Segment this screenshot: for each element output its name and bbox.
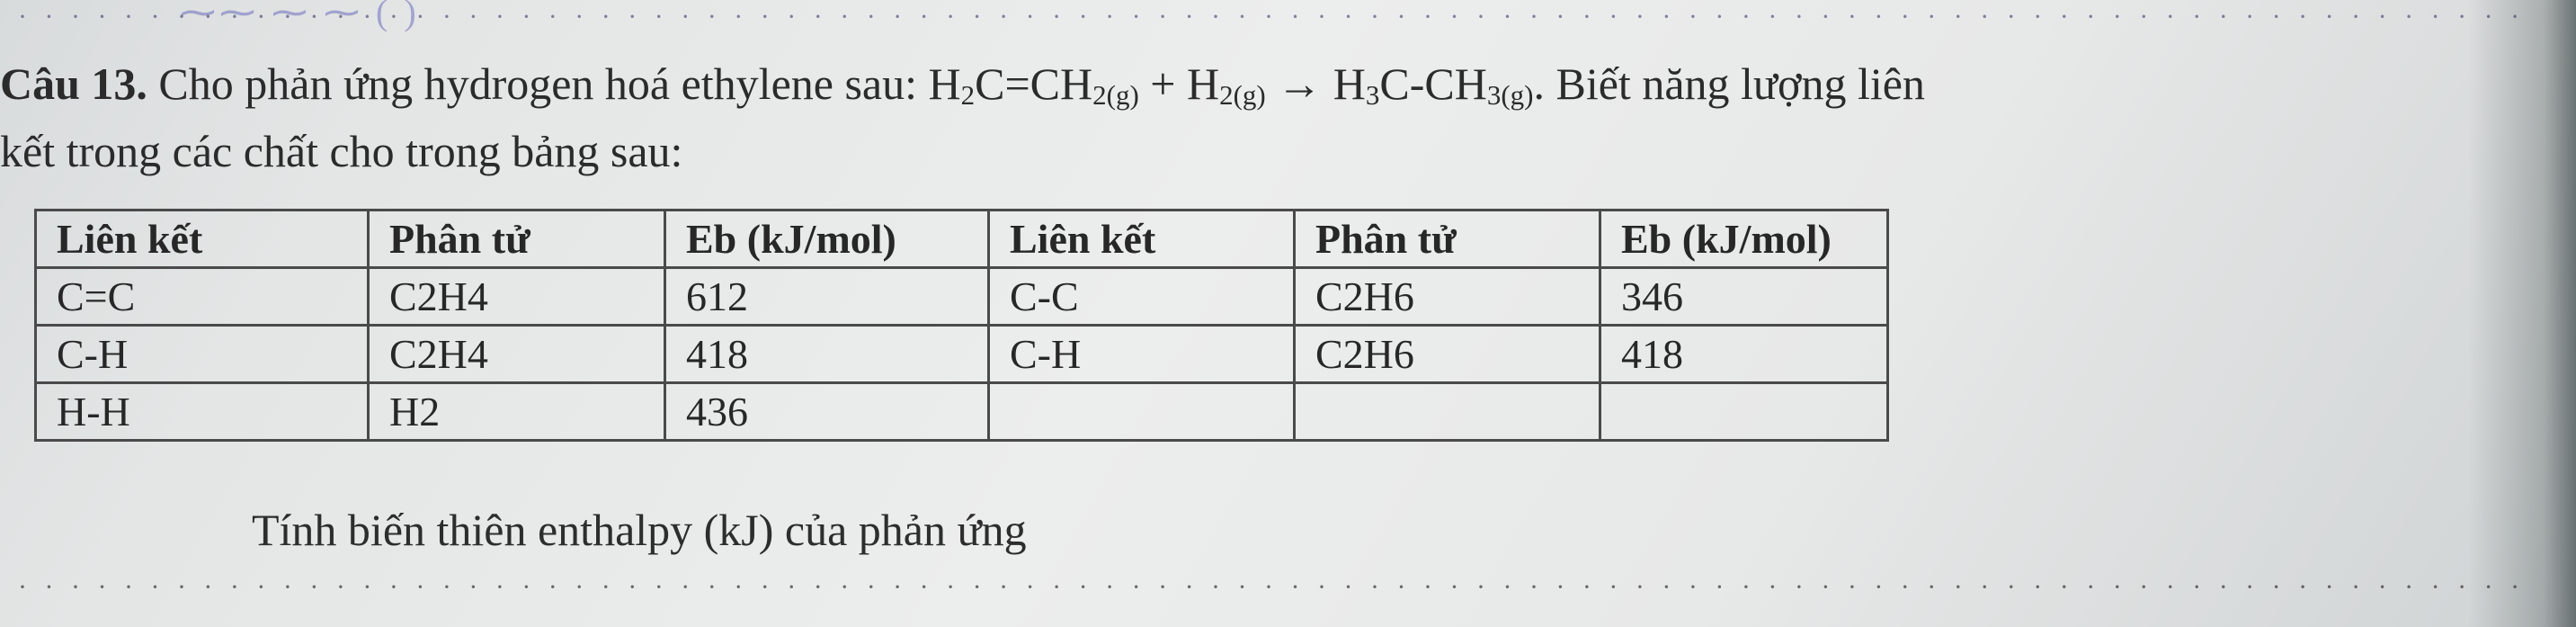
cell: 346 [1600, 268, 1888, 326]
table-header-row: Liên kết Phân tử Eb (kJ/mol) Liên kết Ph… [36, 210, 1888, 268]
cell: 418 [1600, 326, 1888, 383]
chem-sub: 2(g) [1219, 79, 1266, 111]
dotted-rule-bottom: · · · · · · · · · · · · · · · · · · · · … [18, 572, 2540, 603]
cell [1295, 383, 1600, 441]
cell: H-H [36, 383, 369, 441]
chem-rhs-mid: C-CH [1379, 58, 1486, 109]
cell [1600, 383, 1888, 441]
cell: C2H4 [369, 326, 665, 383]
chem-h: H [929, 58, 961, 109]
chem-sub: 2(g) [1092, 79, 1139, 111]
table-row: C=C C2H4 612 C-C C2H6 346 [36, 268, 1888, 326]
q-tail: . Biết năng lượng liên [1534, 58, 1925, 109]
chem-rhs-h: H [1333, 58, 1366, 109]
cell: 612 [665, 268, 989, 326]
question-label: Câu 13. [0, 58, 147, 109]
col-header: Liên kết [989, 210, 1295, 268]
chem-sub: 3(g) [1487, 79, 1534, 111]
cell: C2H6 [1295, 268, 1600, 326]
calc-instruction: Tính biến thiên enthalpy (kJ) của phản ứ… [252, 504, 1027, 556]
q-prefix: Cho phản ứng hydrogen hoá ethylene sau: [147, 58, 929, 109]
col-header: Phân tử [369, 210, 665, 268]
cell: 436 [665, 383, 989, 441]
table-row: H-H H2 436 [36, 383, 1888, 441]
chem-cch: C=CH [975, 58, 1092, 109]
cell: C=C [36, 268, 369, 326]
col-header: Liên kết [36, 210, 369, 268]
chem-arrow: → [1266, 58, 1333, 109]
chem-plus: + H [1139, 58, 1219, 109]
cell: C2H6 [1295, 326, 1600, 383]
cell: 418 [665, 326, 989, 383]
chem-sub: 2 [961, 79, 976, 111]
question-line-1: Cho phản ứng hydrogen hoá ethylene sau: … [147, 58, 1925, 109]
handwriting-scribble: ⁓⁓ ⁓ ⁓ ( ) [180, 0, 420, 33]
question-text: Câu 13. Cho phản ứng hydrogen hoá ethyle… [0, 50, 2540, 185]
cell: C-H [36, 326, 369, 383]
col-header: Phân tử [1295, 210, 1600, 268]
question-line-2: kết trong các chất cho trong bảng sau: [0, 126, 682, 176]
chem-sub: 3 [1366, 79, 1380, 111]
col-header: Eb (kJ/mol) [665, 210, 989, 268]
cell: C-H [989, 326, 1295, 383]
cell: C-C [989, 268, 1295, 326]
bond-energy-table: Liên kết Phân tử Eb (kJ/mol) Liên kết Ph… [34, 209, 1889, 442]
cell: C2H4 [369, 268, 665, 326]
page-root: · · · · · · · · · · · · · · · · · · · · … [0, 0, 2576, 627]
table-row: C-H C2H4 418 C-H C2H6 418 [36, 326, 1888, 383]
cell [989, 383, 1295, 441]
cell: H2 [369, 383, 665, 441]
col-header: Eb (kJ/mol) [1600, 210, 1888, 268]
